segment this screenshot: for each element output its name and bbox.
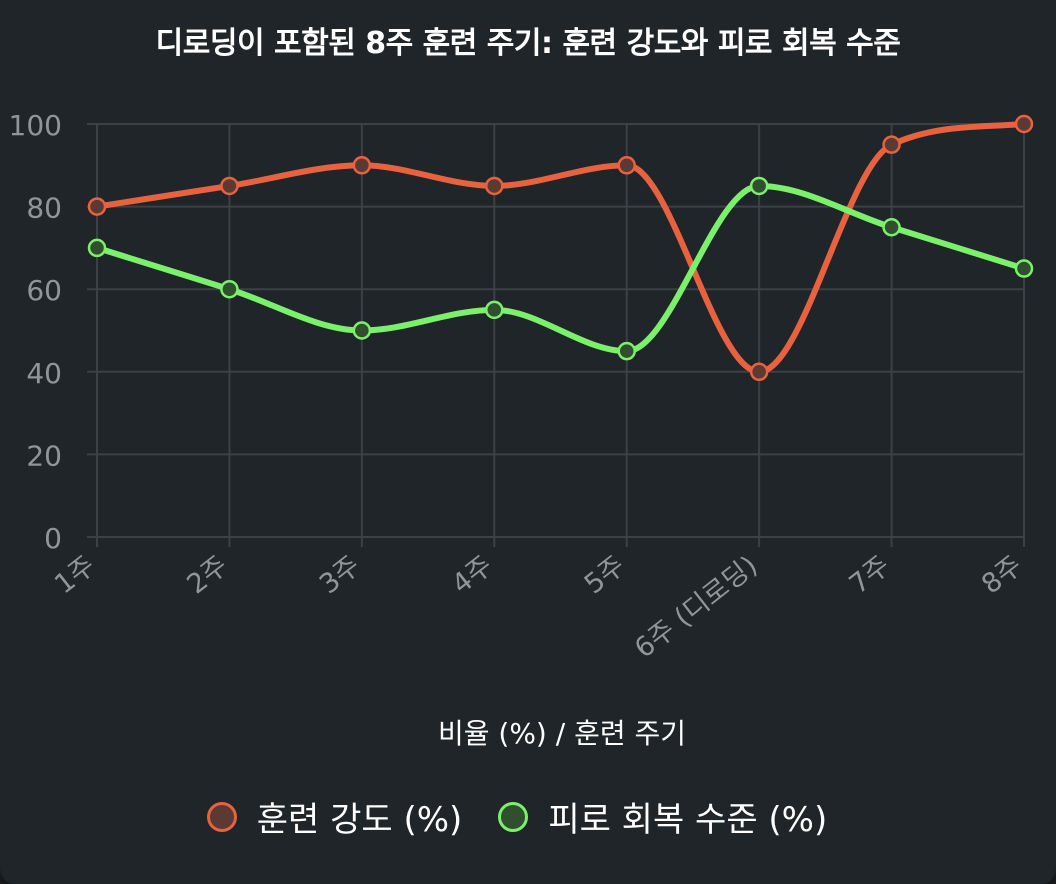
data-points — [87, 114, 1034, 382]
legend-label-intensity: 훈련 강도 (%) — [256, 800, 463, 840]
y-tick-label: 20 — [26, 439, 62, 472]
data-point[interactable] — [220, 176, 239, 196]
legend-item-intensity[interactable]: 훈련 강도 (%) — [206, 792, 463, 841]
x-tick-label: 3주 — [314, 550, 366, 600]
data-point[interactable] — [352, 321, 372, 340]
data-point[interactable] — [882, 218, 901, 237]
data-point[interactable] — [352, 156, 372, 175]
data-point[interactable] — [220, 279, 239, 299]
y-tick-label: 0 — [44, 522, 62, 555]
legend-item-recovery[interactable]: 피로 회복 수준 (%) — [498, 792, 827, 841]
y-tick-label: 80 — [26, 192, 62, 225]
grid-lines — [87, 123, 1025, 547]
data-point[interactable] — [1014, 114, 1034, 134]
x-axis-title: 비율 (%) / 훈련 주기 — [437, 717, 687, 750]
x-tick-label: 5주 — [579, 550, 631, 600]
data-point[interactable] — [882, 135, 901, 154]
series-line-1 — [94, 182, 1027, 355]
y-tick-label: 100 — [9, 109, 62, 142]
y-tick-labels: 0 20 40 60 80 100 — [9, 109, 62, 555]
legend-label-recovery: 피로 회복 수준 (%) — [548, 800, 828, 840]
series-lines — [94, 121, 1027, 375]
x-tick-label: 6주 (디로딩) — [629, 550, 763, 664]
data-point[interactable] — [749, 362, 769, 382]
data-point[interactable] — [485, 300, 504, 320]
x-tick-label: 8주 — [976, 550, 1028, 600]
y-tick-label: 60 — [26, 274, 62, 307]
data-point[interactable] — [617, 341, 636, 361]
x-tick-label: 2주 — [182, 550, 234, 600]
legend: 훈련 강도 (%) 피로 회복 수준 (%) — [0, 792, 1034, 841]
chart-title: 디로딩이 포함된 8주 훈련 주기: 훈련 강도와 피로 회복 수준 — [155, 26, 901, 61]
data-point[interactable] — [749, 176, 769, 196]
series-line-0 — [94, 121, 1027, 375]
x-tick-label: 1주 — [49, 550, 101, 600]
data-point[interactable] — [485, 176, 504, 196]
x-tick-label: 4주 — [446, 550, 498, 600]
x-tick-label: 7주 — [844, 550, 896, 600]
data-point[interactable] — [1014, 259, 1034, 278]
legend-marker-recovery — [498, 801, 529, 832]
data-point[interactable] — [87, 197, 107, 216]
data-point[interactable] — [87, 238, 107, 258]
legend-marker-intensity — [206, 801, 237, 832]
y-tick-label: 40 — [26, 357, 62, 390]
data-point[interactable] — [617, 156, 636, 175]
